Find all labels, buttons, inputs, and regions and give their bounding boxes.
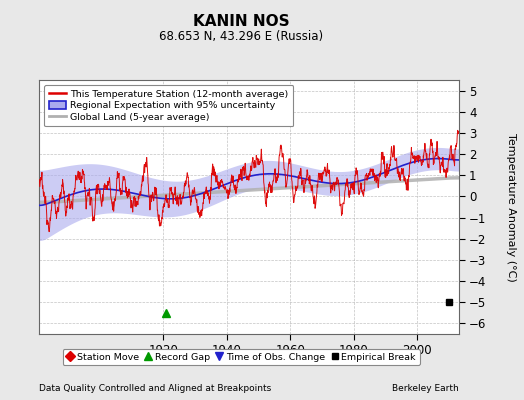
Text: KANIN NOS: KANIN NOS <box>193 14 289 29</box>
Text: Data Quality Controlled and Aligned at Breakpoints: Data Quality Controlled and Aligned at B… <box>39 384 271 393</box>
Text: Berkeley Earth: Berkeley Earth <box>392 384 458 393</box>
Text: 68.653 N, 43.296 E (Russia): 68.653 N, 43.296 E (Russia) <box>159 30 323 43</box>
Y-axis label: Temperature Anomaly (°C): Temperature Anomaly (°C) <box>506 133 516 281</box>
Legend: Station Move, Record Gap, Time of Obs. Change, Empirical Break: Station Move, Record Gap, Time of Obs. C… <box>62 349 420 365</box>
Legend: This Temperature Station (12-month average), Regional Expectation with 95% uncer: This Temperature Station (12-month avera… <box>44 85 293 126</box>
